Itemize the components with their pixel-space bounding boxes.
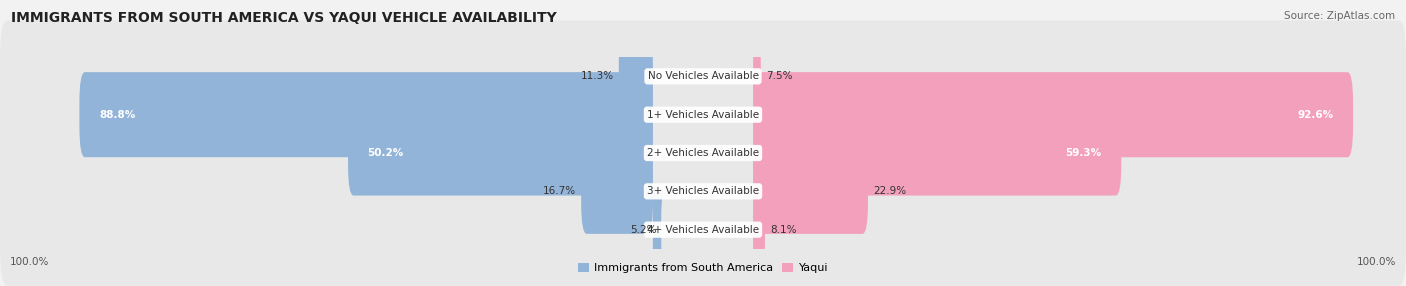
Text: 92.6%: 92.6% xyxy=(1298,110,1333,120)
Text: 22.9%: 22.9% xyxy=(873,186,905,196)
Text: 11.3%: 11.3% xyxy=(581,72,614,81)
FancyBboxPatch shape xyxy=(754,149,868,234)
Text: 3+ Vehicles Available: 3+ Vehicles Available xyxy=(647,186,759,196)
FancyBboxPatch shape xyxy=(754,72,1353,157)
Text: 100.0%: 100.0% xyxy=(10,257,49,267)
FancyBboxPatch shape xyxy=(619,34,652,119)
FancyBboxPatch shape xyxy=(647,187,666,272)
FancyBboxPatch shape xyxy=(79,72,652,157)
FancyBboxPatch shape xyxy=(0,135,1406,247)
Text: 2+ Vehicles Available: 2+ Vehicles Available xyxy=(647,148,759,158)
FancyBboxPatch shape xyxy=(581,149,652,234)
Text: 100.0%: 100.0% xyxy=(1357,257,1396,267)
Text: 4+ Vehicles Available: 4+ Vehicles Available xyxy=(647,225,759,235)
FancyBboxPatch shape xyxy=(0,97,1406,209)
FancyBboxPatch shape xyxy=(0,174,1406,286)
Text: 1+ Vehicles Available: 1+ Vehicles Available xyxy=(647,110,759,120)
FancyBboxPatch shape xyxy=(754,34,761,119)
FancyBboxPatch shape xyxy=(754,187,765,272)
Text: IMMIGRANTS FROM SOUTH AMERICA VS YAQUI VEHICLE AVAILABILITY: IMMIGRANTS FROM SOUTH AMERICA VS YAQUI V… xyxy=(11,11,557,25)
FancyBboxPatch shape xyxy=(349,110,652,196)
Text: 5.2%: 5.2% xyxy=(630,225,657,235)
Text: 8.1%: 8.1% xyxy=(770,225,796,235)
Text: 16.7%: 16.7% xyxy=(543,186,576,196)
FancyBboxPatch shape xyxy=(0,20,1406,132)
Legend: Immigrants from South America, Yaqui: Immigrants from South America, Yaqui xyxy=(574,258,832,278)
Text: Source: ZipAtlas.com: Source: ZipAtlas.com xyxy=(1284,11,1395,21)
FancyBboxPatch shape xyxy=(0,59,1406,171)
Text: 88.8%: 88.8% xyxy=(98,110,135,120)
Text: 50.2%: 50.2% xyxy=(367,148,404,158)
Text: 7.5%: 7.5% xyxy=(766,72,792,81)
Text: 59.3%: 59.3% xyxy=(1066,148,1102,158)
Text: No Vehicles Available: No Vehicles Available xyxy=(648,72,758,81)
FancyBboxPatch shape xyxy=(754,110,1121,196)
